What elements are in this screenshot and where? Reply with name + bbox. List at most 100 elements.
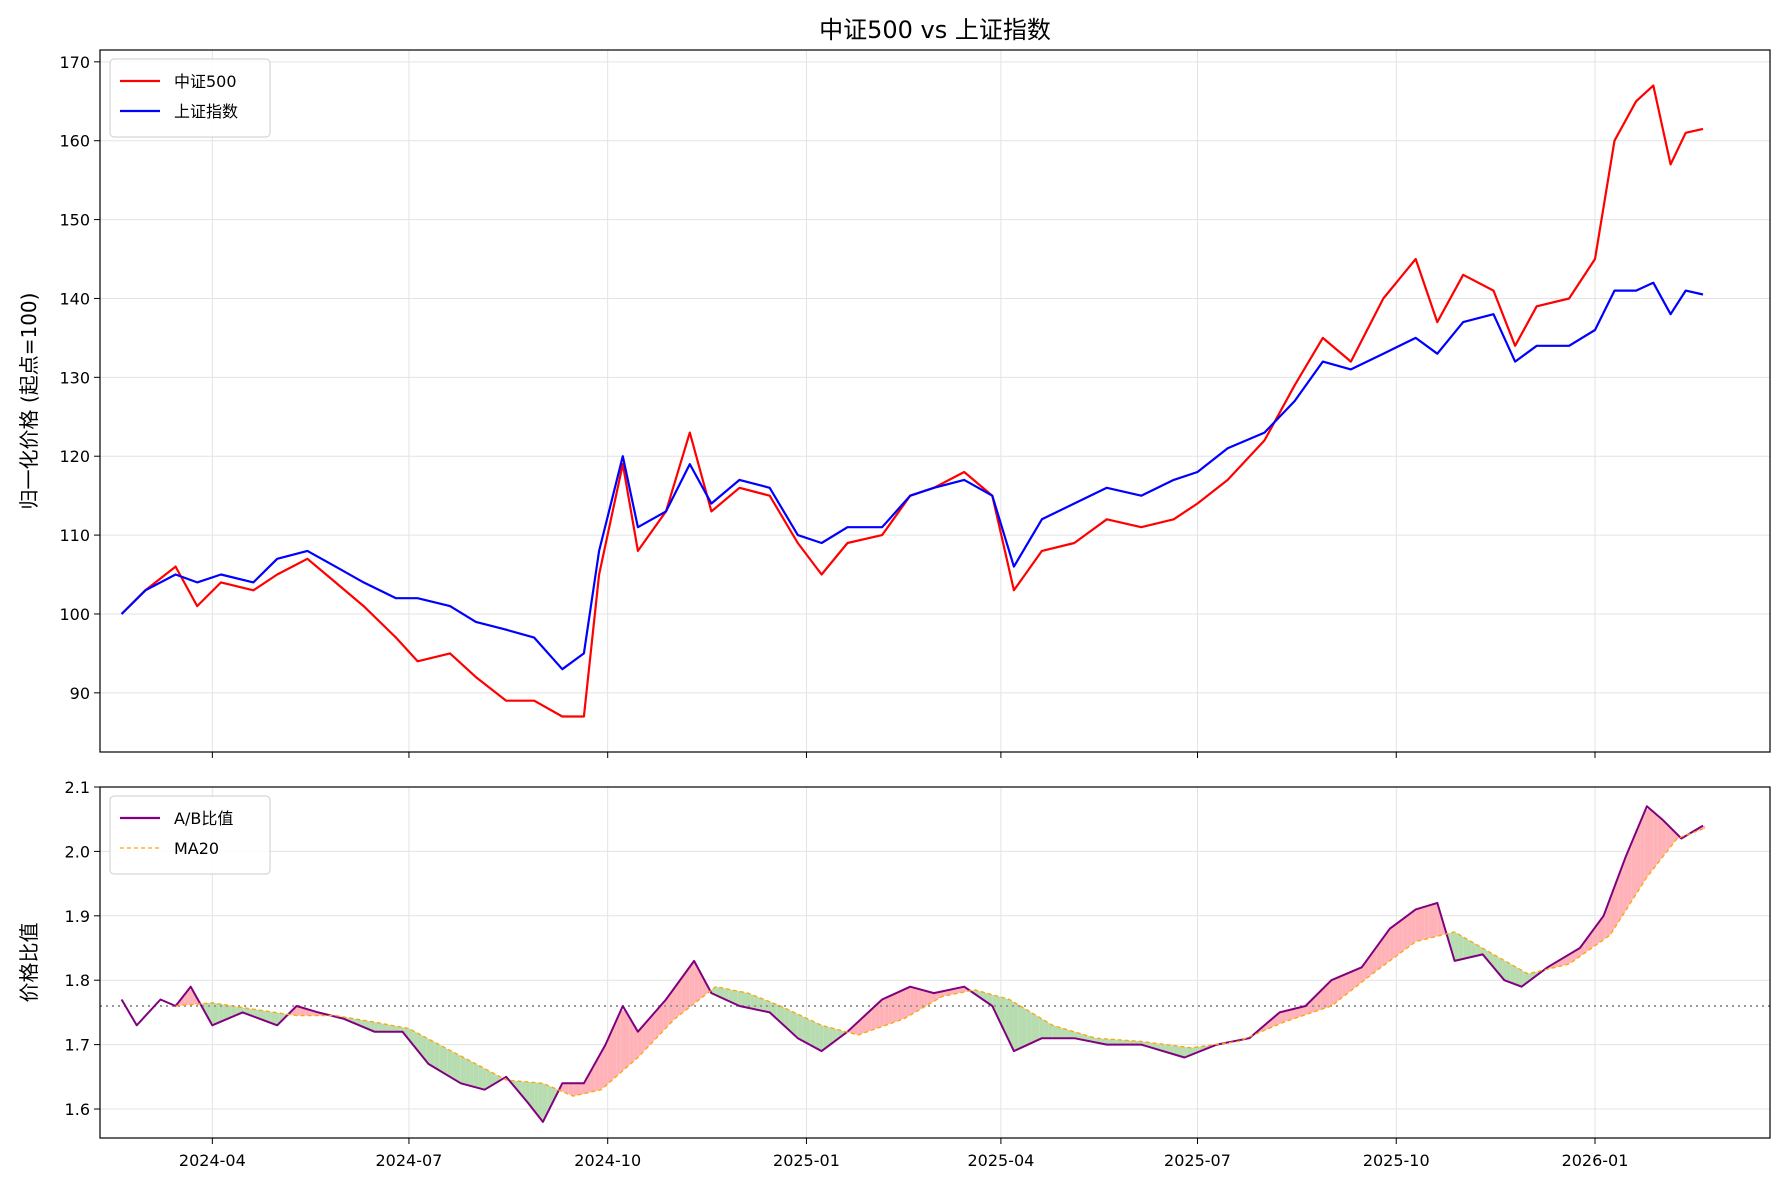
fill-below-ma xyxy=(1450,931,1455,961)
fill-above-ma xyxy=(1433,902,1438,938)
fill-below-ma xyxy=(218,1003,224,1023)
fill-below-ma xyxy=(1528,972,1533,982)
fill-above-ma xyxy=(1407,912,1412,948)
bottom-legend: A/B比值 MA20 xyxy=(109,795,271,875)
y-tick-label: 160 xyxy=(59,132,90,151)
fill-below-ma xyxy=(270,1011,275,1025)
fill-below-ma xyxy=(1519,968,1524,986)
fill-above-ma xyxy=(923,990,928,1008)
fill-above-ma xyxy=(568,1083,574,1097)
fill-above-ma xyxy=(1355,968,1360,988)
fill-below-ma xyxy=(1454,931,1459,961)
bottom-y-axis-label: 价格比值 xyxy=(17,923,41,1003)
fill-above-ma xyxy=(586,1071,591,1094)
fill-below-ma xyxy=(421,1035,427,1062)
fill-below-ma xyxy=(387,1024,392,1032)
fill-above-ma xyxy=(1657,815,1662,864)
fill-above-ma xyxy=(702,977,708,997)
y-tick-label: 2.0 xyxy=(65,842,90,861)
fill-below-ma xyxy=(728,989,733,1003)
fill-above-ma xyxy=(1368,952,1373,978)
fill-below-ma xyxy=(1113,1039,1118,1045)
fill-above-ma xyxy=(603,1039,608,1088)
fill-below-ma xyxy=(815,1022,820,1050)
series-line-上证指数 xyxy=(120,281,1704,671)
fill-below-ma xyxy=(784,1008,790,1031)
fill-above-ma xyxy=(927,991,932,1006)
y-tick-label: 150 xyxy=(59,211,90,230)
fill-above-ma xyxy=(300,1007,306,1016)
y-tick-label: 100 xyxy=(59,605,90,624)
fill-below-ma xyxy=(417,1033,422,1056)
fill-below-ma xyxy=(1039,1017,1045,1040)
legend-label: A/B比值 xyxy=(174,809,233,828)
fill-below-ma xyxy=(517,1081,522,1095)
fill-below-ma xyxy=(1065,1029,1070,1039)
fill-above-ma xyxy=(1320,986,1325,1010)
bottom-series-lines xyxy=(120,805,1704,1123)
fill-above-ma xyxy=(676,978,682,1018)
fill-above-ma xyxy=(918,989,924,1011)
fill-below-ma xyxy=(1005,998,1010,1042)
fill-below-ma xyxy=(823,1025,829,1050)
fill-below-ma xyxy=(1484,949,1490,963)
fill-above-ma xyxy=(1579,942,1585,957)
fill-below-ma xyxy=(763,999,768,1012)
fill-above-ma xyxy=(1398,919,1403,955)
fill-above-ma xyxy=(681,972,686,1014)
fill-below-ma xyxy=(758,997,764,1011)
fill-below-ma xyxy=(1476,944,1481,956)
y-tick-label: 170 xyxy=(59,53,90,72)
fill-below-ma xyxy=(1031,1012,1036,1044)
y-tick-label: 110 xyxy=(59,526,90,545)
fill-below-ma xyxy=(1070,1030,1075,1039)
fill-below-ma xyxy=(1117,1039,1122,1045)
chart-title: 中证500 vs 上证指数 xyxy=(819,16,1051,44)
y-tick-label: 1.7 xyxy=(65,1036,90,1055)
fill-below-ma xyxy=(1126,1040,1131,1045)
fill-below-ma xyxy=(1009,999,1014,1052)
fill-above-ma xyxy=(866,1009,872,1032)
fill-above-ma xyxy=(1424,905,1429,940)
fill-below-ma xyxy=(746,992,751,1009)
fill-above-ma xyxy=(884,996,889,1026)
fill-above-ma xyxy=(1627,842,1632,908)
fill-above-ma xyxy=(1644,808,1649,881)
fill-below-ma xyxy=(231,1005,237,1017)
fill-below-ma xyxy=(275,1012,280,1025)
fill-above-ma xyxy=(1385,928,1390,965)
fill-above-ma xyxy=(871,1005,876,1031)
fill-above-ma xyxy=(901,988,906,1020)
y-tick-label: 90 xyxy=(70,684,90,703)
fill-below-ma xyxy=(1078,1033,1083,1040)
fill-below-ma xyxy=(1173,1045,1178,1056)
legend-label: 上证指数 xyxy=(174,102,238,121)
fill-above-ma xyxy=(1640,811,1645,888)
fill-above-ma xyxy=(1666,823,1671,853)
fill-above-ma xyxy=(1415,908,1420,942)
fill-below-ma xyxy=(370,1021,375,1032)
fill-above-ma xyxy=(1428,904,1433,939)
ratio-ma-fill xyxy=(175,808,1706,1122)
fill-above-ma xyxy=(1623,852,1628,915)
fill-above-ma xyxy=(1286,1009,1291,1022)
fill-below-ma xyxy=(1169,1045,1174,1055)
y-tick-label: 1.9 xyxy=(65,907,90,926)
fill-above-ma xyxy=(1636,821,1641,895)
fill-below-ma xyxy=(396,1026,401,1032)
x-tick-label: 2024-07 xyxy=(376,1151,443,1170)
y-tick-label: 140 xyxy=(59,289,90,308)
fill-below-ma xyxy=(378,1022,383,1032)
fill-below-ma xyxy=(434,1042,440,1071)
fill-below-ma xyxy=(223,1004,228,1021)
fill-below-ma xyxy=(724,988,729,1001)
fill-above-ma xyxy=(1597,918,1602,945)
fill-above-ma xyxy=(599,1048,604,1091)
fill-above-ma xyxy=(1670,827,1675,847)
fill-above-ma xyxy=(1359,964,1364,984)
fill-above-ma xyxy=(1437,902,1442,937)
fill-above-ma xyxy=(1653,811,1658,869)
fill-below-ma xyxy=(534,1082,539,1117)
x-tick-label: 2024-04 xyxy=(179,1151,246,1170)
fill-above-ma xyxy=(607,1030,612,1084)
